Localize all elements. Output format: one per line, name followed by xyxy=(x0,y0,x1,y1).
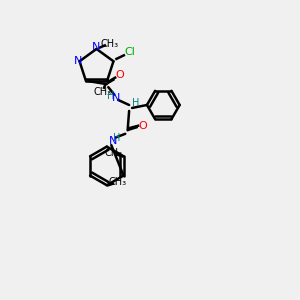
Text: CH₃: CH₃ xyxy=(94,87,112,97)
Text: CH₃: CH₃ xyxy=(104,148,122,158)
Text: Cl: Cl xyxy=(124,47,135,57)
Text: CH₃: CH₃ xyxy=(101,39,119,49)
Text: N: N xyxy=(109,136,117,146)
Text: N: N xyxy=(92,43,101,52)
Text: CH₃: CH₃ xyxy=(108,177,126,187)
Text: N: N xyxy=(74,56,82,66)
Text: N: N xyxy=(112,93,120,103)
Text: O: O xyxy=(116,70,124,80)
Text: H: H xyxy=(132,98,140,108)
Text: H: H xyxy=(112,133,120,143)
Text: O: O xyxy=(138,121,147,131)
Text: H: H xyxy=(107,91,114,101)
